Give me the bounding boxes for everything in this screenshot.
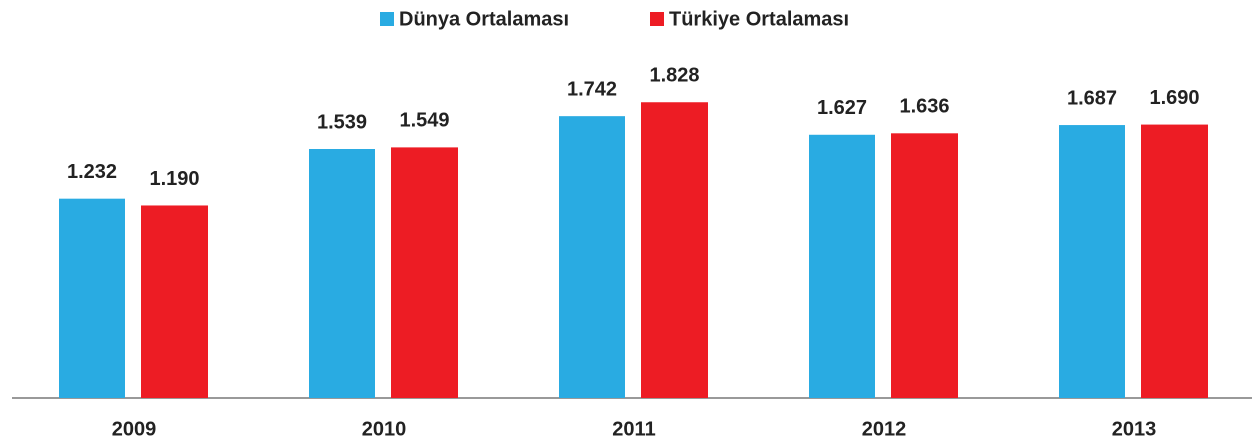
x-tick-label: 2013: [1112, 418, 1157, 440]
x-tick-label: 2012: [862, 418, 907, 440]
data-label: 1.627: [817, 97, 867, 119]
data-label: 1.190: [149, 168, 199, 190]
data-label: 1.687: [1067, 87, 1117, 109]
data-label: 1.742: [567, 78, 617, 100]
x-tick-label: 2011: [612, 418, 655, 440]
x-tick-label: 2009: [112, 418, 157, 440]
data-label: 1.690: [1149, 87, 1199, 109]
bar: [1141, 124, 1208, 398]
legend-label: Dünya Ortalaması: [399, 8, 569, 30]
data-label: 1.828: [649, 65, 699, 87]
legend-swatch: [650, 12, 664, 26]
bar: [59, 198, 125, 398]
bar: [891, 133, 958, 398]
bar: [641, 102, 708, 399]
legend-label: Türkiye Ortalaması: [669, 8, 849, 30]
bar: [391, 147, 458, 398]
bar: [309, 149, 375, 398]
data-label: 1.232: [67, 161, 117, 183]
bar: [1059, 125, 1125, 399]
data-label: 1.636: [899, 96, 949, 118]
x-tick-label: 2010: [362, 418, 407, 440]
data-label: 1.539: [317, 111, 367, 133]
data-label: 1.549: [399, 110, 449, 132]
legend-swatch: [380, 12, 394, 26]
bar: [809, 134, 875, 399]
bar: [141, 205, 208, 398]
bar: [559, 116, 625, 398]
